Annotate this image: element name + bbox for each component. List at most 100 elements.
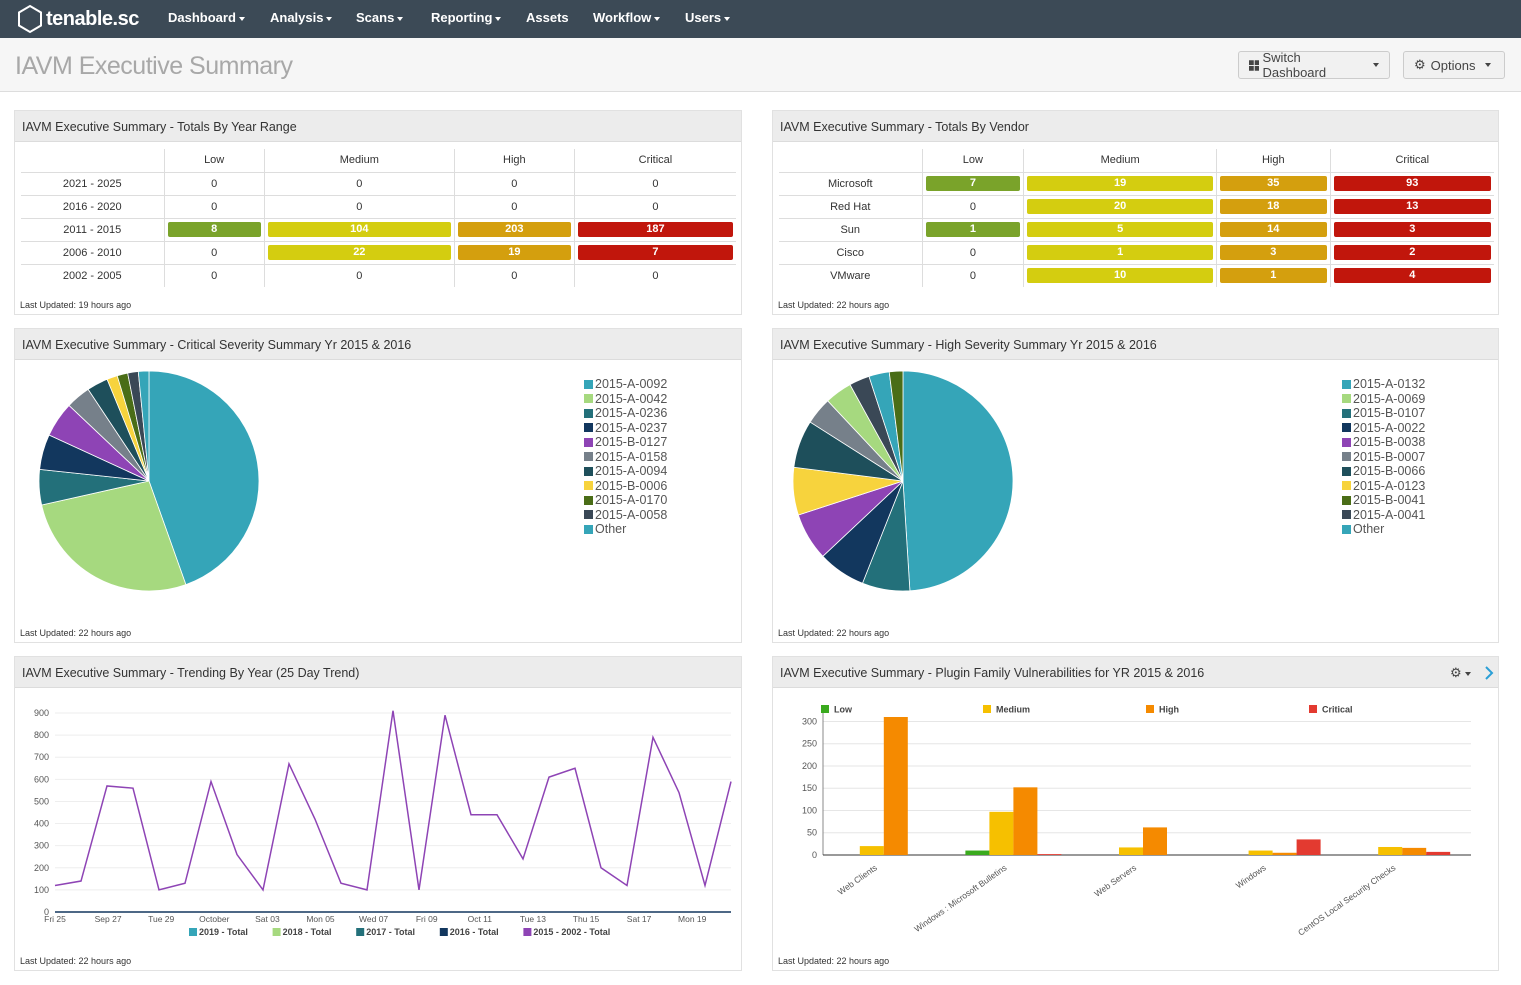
chevron-right-icon[interactable] xyxy=(1484,665,1494,681)
severity-count-medium[interactable]: 104 xyxy=(267,222,451,237)
severity-count-critical[interactable]: 13 xyxy=(1333,199,1491,214)
legend-label[interactable]: High xyxy=(1159,705,1179,715)
bar[interactable] xyxy=(1426,851,1451,855)
cell-high[interactable]: 14 xyxy=(1216,217,1331,241)
legend-item[interactable]: 2015-A-0132 xyxy=(1342,377,1425,392)
severity-count-medium[interactable]: 20 xyxy=(1027,199,1214,214)
legend-label[interactable]: 2018 - Total xyxy=(283,927,332,937)
legend-label[interactable]: 2019 - Total xyxy=(199,927,248,937)
options-button[interactable]: ⚙ Options xyxy=(1403,51,1505,79)
severity-count-low[interactable]: 7 xyxy=(925,176,1021,191)
pie-slice[interactable] xyxy=(137,371,150,482)
cell-medium[interactable]: 20 xyxy=(1023,194,1217,218)
cell-low[interactable]: 1 xyxy=(921,217,1024,241)
legend-item[interactable]: 2015-B-0007 xyxy=(1342,450,1425,465)
legend-item[interactable]: 2015-B-0107 xyxy=(1342,406,1425,421)
legend-item[interactable]: 2015-A-0092 xyxy=(584,377,667,392)
severity-count-high[interactable]: 3 xyxy=(1220,245,1327,260)
cell-low[interactable]: 7 xyxy=(921,171,1024,195)
legend-item[interactable]: 2015-A-0170 xyxy=(584,493,667,508)
switch-dashboard-button[interactable]: Switch Dashboard xyxy=(1238,50,1390,80)
cell-critical[interactable]: 187 xyxy=(573,217,736,241)
severity-count-high[interactable]: 18 xyxy=(1220,199,1327,214)
nav-dashboard[interactable]: Dashboard xyxy=(168,10,245,25)
cell-high[interactable]: 203 xyxy=(453,217,575,241)
severity-count-low[interactable]: 1 xyxy=(925,222,1021,237)
bar[interactable] xyxy=(1248,850,1273,855)
bar[interactable] xyxy=(859,846,884,855)
severity-count-critical[interactable]: 2 xyxy=(1333,245,1491,260)
bar[interactable] xyxy=(1037,854,1062,855)
legend-label[interactable]: Medium xyxy=(996,705,1030,715)
bar[interactable] xyxy=(965,850,990,855)
cell-high[interactable]: 35 xyxy=(1216,171,1331,195)
severity-count-medium[interactable]: 10 xyxy=(1027,268,1214,284)
legend-item[interactable]: 2015-A-0094 xyxy=(584,464,667,479)
cell-medium[interactable]: 19 xyxy=(1023,171,1217,195)
bar[interactable] xyxy=(1296,839,1321,855)
legend-item[interactable]: 2015-B-0038 xyxy=(1342,435,1425,450)
legend-item[interactable]: 2015-A-0236 xyxy=(584,406,667,421)
severity-count-critical[interactable]: 3 xyxy=(1333,222,1491,237)
legend-item[interactable]: 2015-A-0058 xyxy=(584,508,667,523)
cell-critical[interactable]: 3 xyxy=(1329,217,1494,241)
legend-item[interactable]: 2015-A-0123 xyxy=(1342,479,1425,494)
nav-reporting[interactable]: Reporting xyxy=(431,10,502,25)
severity-count-medium[interactable]: 1 xyxy=(1027,245,1214,260)
bar[interactable] xyxy=(1378,846,1403,855)
bar[interactable] xyxy=(1272,852,1297,855)
severity-count-high[interactable]: 203 xyxy=(457,222,571,237)
severity-count-critical[interactable]: 93 xyxy=(1333,176,1491,191)
bar[interactable] xyxy=(1119,847,1143,855)
cell-low[interactable]: 8 xyxy=(163,217,265,241)
cell-critical[interactable]: 93 xyxy=(1329,171,1494,195)
severity-count-medium[interactable]: 22 xyxy=(267,245,451,260)
severity-count-critical[interactable]: 7 xyxy=(577,245,733,260)
cell-medium[interactable]: 22 xyxy=(263,240,455,264)
cell-medium[interactable]: 10 xyxy=(1023,263,1217,287)
bar[interactable] xyxy=(989,811,1014,855)
cell-high[interactable]: 1 xyxy=(1216,263,1331,287)
cell-medium[interactable]: 104 xyxy=(263,217,455,241)
legend-item[interactable]: 2015-A-0042 xyxy=(584,392,667,407)
legend-item[interactable]: 2015-B-0006 xyxy=(584,479,667,494)
legend-item[interactable]: 2015-A-0022 xyxy=(1342,421,1425,436)
nav-scans[interactable]: Scans xyxy=(356,10,404,25)
cell-high[interactable]: 19 xyxy=(453,240,575,264)
cell-high[interactable]: 3 xyxy=(1216,240,1331,264)
severity-count-medium[interactable]: 5 xyxy=(1027,222,1214,237)
cell-medium[interactable]: 5 xyxy=(1023,217,1217,241)
legend-label[interactable]: 2017 - Total xyxy=(366,927,415,937)
severity-count-high[interactable]: 1 xyxy=(1220,268,1327,284)
legend-item[interactable]: 2015-B-0041 xyxy=(1342,493,1425,508)
pie-slice[interactable] xyxy=(148,371,260,586)
cell-medium[interactable]: 1 xyxy=(1023,240,1217,264)
severity-count-low[interactable]: 8 xyxy=(167,222,261,237)
bar[interactable] xyxy=(1143,827,1167,855)
legend-item[interactable]: Other xyxy=(1342,522,1425,537)
legend-item[interactable]: 2015-A-0041 xyxy=(1342,508,1425,523)
nav-analysis[interactable]: Analysis xyxy=(270,10,333,25)
legend-item[interactable]: 2015-B-0066 xyxy=(1342,464,1425,479)
nav-workflow[interactable]: Workflow xyxy=(593,10,661,25)
panel-settings-gear-icon[interactable]: ⚙ xyxy=(1450,665,1471,681)
cell-critical[interactable]: 7 xyxy=(573,240,736,264)
tenable-logo[interactable]: tenable.sc xyxy=(16,4,139,34)
severity-count-high[interactable]: 35 xyxy=(1220,176,1327,191)
legend-label[interactable]: 2016 - Total xyxy=(450,927,499,937)
pie-slice[interactable] xyxy=(41,480,187,592)
pie-slice[interactable] xyxy=(888,371,904,482)
bar[interactable] xyxy=(1402,847,1427,855)
severity-count-high[interactable]: 19 xyxy=(457,245,571,260)
legend-item[interactable]: 2015-A-0237 xyxy=(584,421,667,436)
cell-critical[interactable]: 2 xyxy=(1329,240,1494,264)
cell-critical[interactable]: 13 xyxy=(1329,194,1494,218)
legend-item[interactable]: 2015-A-0069 xyxy=(1342,392,1425,407)
severity-count-critical[interactable]: 187 xyxy=(577,222,733,237)
bar[interactable] xyxy=(883,717,908,855)
legend-label[interactable]: Critical xyxy=(1322,705,1353,715)
severity-count-high[interactable]: 14 xyxy=(1220,222,1327,237)
nav-users[interactable]: Users xyxy=(685,10,731,25)
severity-count-critical[interactable]: 4 xyxy=(1333,268,1491,284)
legend-label[interactable]: 2015 - 2002 - Total xyxy=(533,927,610,937)
